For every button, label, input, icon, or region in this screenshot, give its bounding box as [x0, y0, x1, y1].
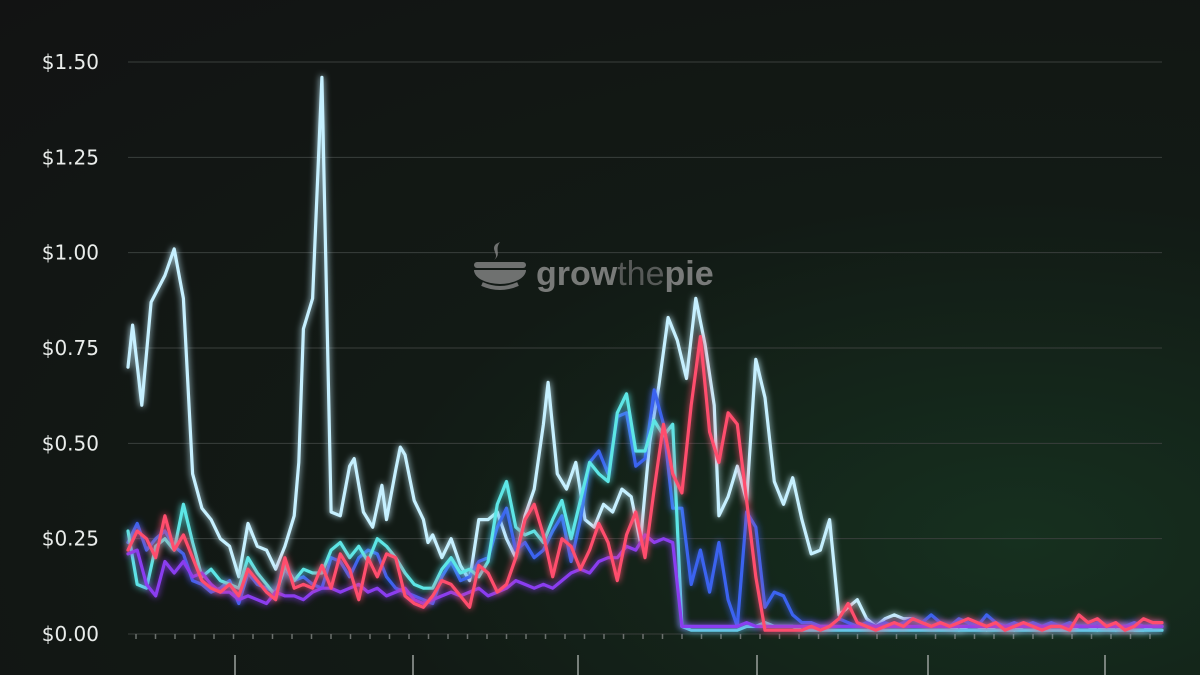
series-line-2: [126, 392, 1164, 632]
y-tick-label: $1.50: [42, 50, 99, 74]
y-tick-label: $1.25: [42, 145, 99, 169]
y-axis-tick-labels: $0.00 $0.25 $0.50 $0.75 $1.00 $1.25 $1.50: [42, 50, 99, 646]
y-tick-label: $0.00: [42, 622, 99, 646]
x-axis-ticks: [135, 634, 1151, 675]
pie-logo-icon: [474, 242, 526, 290]
watermark-text: growthepie: [536, 255, 714, 293]
y-tick-label: $1.00: [42, 241, 99, 265]
y-tick-label: $0.25: [42, 527, 99, 551]
series-line-4: [126, 335, 1164, 632]
series-line-1: [126, 388, 1164, 628]
y-tick-label: $0.75: [42, 336, 99, 360]
growthepie-watermark: growthepie: [474, 242, 714, 293]
series-lines: [126, 75, 1164, 632]
y-tick-label: $0.50: [42, 431, 99, 455]
